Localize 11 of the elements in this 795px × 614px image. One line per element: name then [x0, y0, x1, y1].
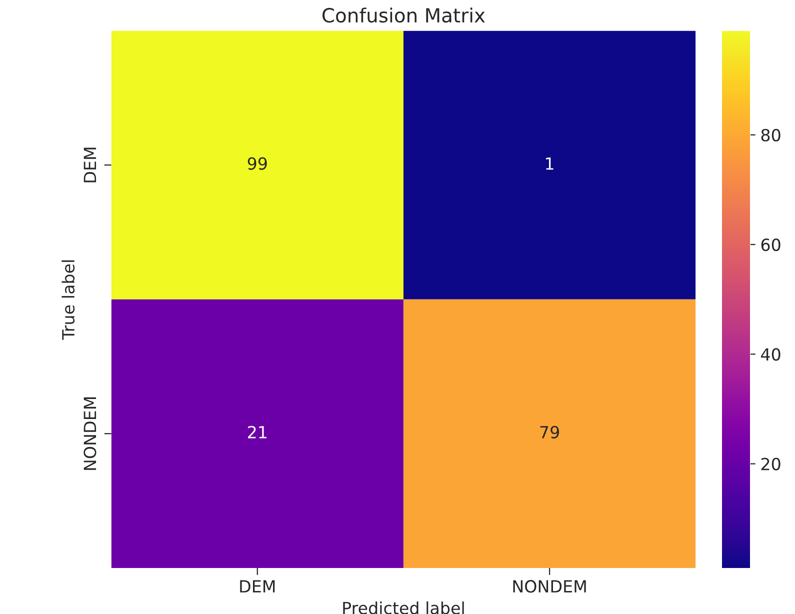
- color-bar-label: 80: [761, 128, 780, 142]
- color-bar-label: 20: [761, 458, 780, 470]
- data-label: 99: [248, 157, 267, 170]
- data-label: 21: [248, 426, 266, 438]
- chart-title: Confusion Matrix: [322, 8, 485, 23]
- x-axis-title: Predicted label: [343, 601, 464, 614]
- color-bar-label: 60: [761, 238, 780, 252]
- y-axis-title: True label: [62, 260, 75, 340]
- data-label: 1: [546, 157, 554, 170]
- data-label: 79: [540, 426, 559, 438]
- color-bar-label: 40: [761, 348, 780, 361]
